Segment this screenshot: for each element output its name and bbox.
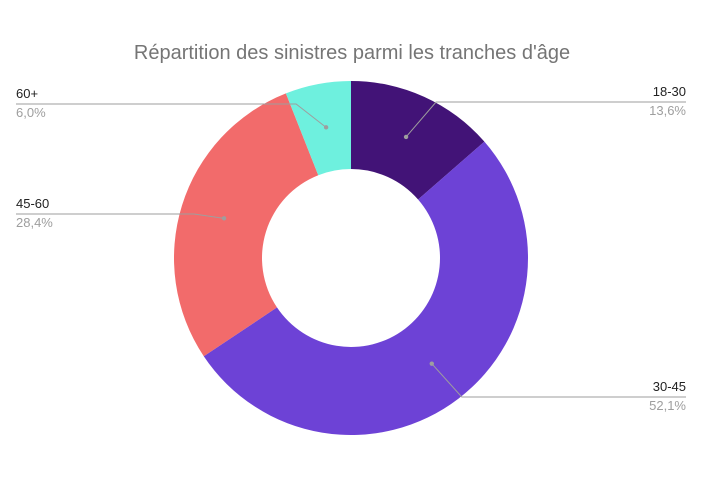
slice-label-18-30: 18-30 (653, 84, 686, 99)
leader-dot-18-30 (403, 134, 409, 140)
leader-line-60 (16, 103, 327, 128)
chart-title: Répartition des sinistres parmi les tran… (134, 42, 570, 64)
slice-value-30-45: 52,1% (649, 398, 686, 413)
leader-dot-60 (323, 125, 329, 130)
slice-30-45 (203, 141, 528, 435)
leader-dot-30-45 (429, 361, 434, 366)
slice-value-18-30: 13,6% (649, 103, 686, 118)
leader-line-45-60 (16, 213, 225, 219)
leader-lines (16, 101, 686, 398)
leader-line-30-45 (431, 363, 686, 398)
slice-labels: 18-30 13,6% 30-45 52,1% 45-60 28,4% 60+ 6,0% (16, 84, 686, 413)
leader-dot-45-60 (221, 216, 227, 221)
slice-label-60: 60+ (16, 86, 38, 101)
slice-value-60: 6,0% (16, 105, 46, 120)
leader-line-18-30 (405, 101, 686, 138)
donut-slices (174, 81, 528, 435)
slice-45-60 (174, 93, 319, 357)
slice-label-45-60: 45-60 (16, 196, 49, 211)
slice-value-45-60: 28,4% (16, 215, 53, 230)
slice-label-30-45: 30-45 (653, 379, 686, 394)
slice-60 (285, 81, 351, 176)
slice-18-30 (351, 81, 485, 200)
